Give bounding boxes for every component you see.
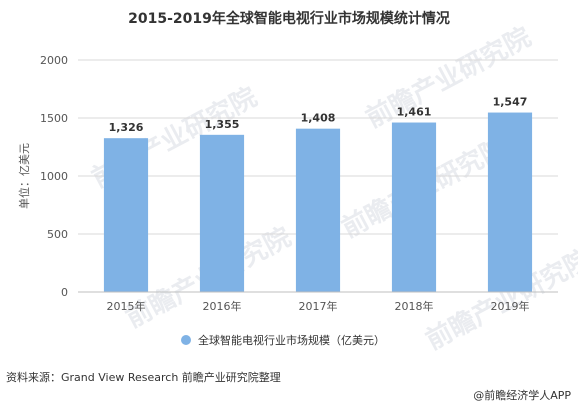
y-tick-labels: 0 500 1000 1500 2000 [40,54,68,299]
bar [199,134,245,292]
y-tick-label: 0 [61,286,68,299]
x-tick-label: 2019年 [491,299,530,313]
x-tick-label: 2018年 [395,299,434,313]
x-tick-labels: 2015年 2016年 2017年 2018年 2019年 [107,299,530,313]
bar [103,138,149,292]
bars [103,112,533,292]
data-labels: 1,326 1,355 1,408 1,461 1,547 [109,96,528,135]
x-tick-label: 2015年 [107,299,146,313]
legend-label: 全球智能电视行业市场规模（亿美元） [198,333,385,347]
y-axis-label: 单位：亿美元 [17,143,31,209]
data-label: 1,461 [397,106,432,119]
legend: 全球智能电视行业市场规模（亿美元） [181,333,385,347]
y-tick-label: 2000 [40,54,68,67]
y-tick-label: 500 [47,228,68,241]
bar [391,122,437,292]
source-note: 资料来源：Grand View Research 前瞻产业研究院整理 [6,370,281,384]
brand-credit: @前瞻经济学人APP [473,388,571,402]
legend-swatch [181,335,191,345]
chart-title: 2015-2019年全球智能电视行业市场规模统计情况 [128,10,450,27]
y-tick-label: 1000 [40,170,68,183]
bar [487,112,533,292]
data-label: 1,408 [301,112,336,125]
data-label: 1,547 [493,96,528,109]
x-tick-label: 2017年 [299,299,338,313]
data-label: 1,355 [205,118,240,131]
bar [295,128,341,292]
x-tick-label: 2016年 [203,299,242,313]
y-tick-label: 1500 [40,112,68,125]
data-label: 1,326 [109,121,144,134]
